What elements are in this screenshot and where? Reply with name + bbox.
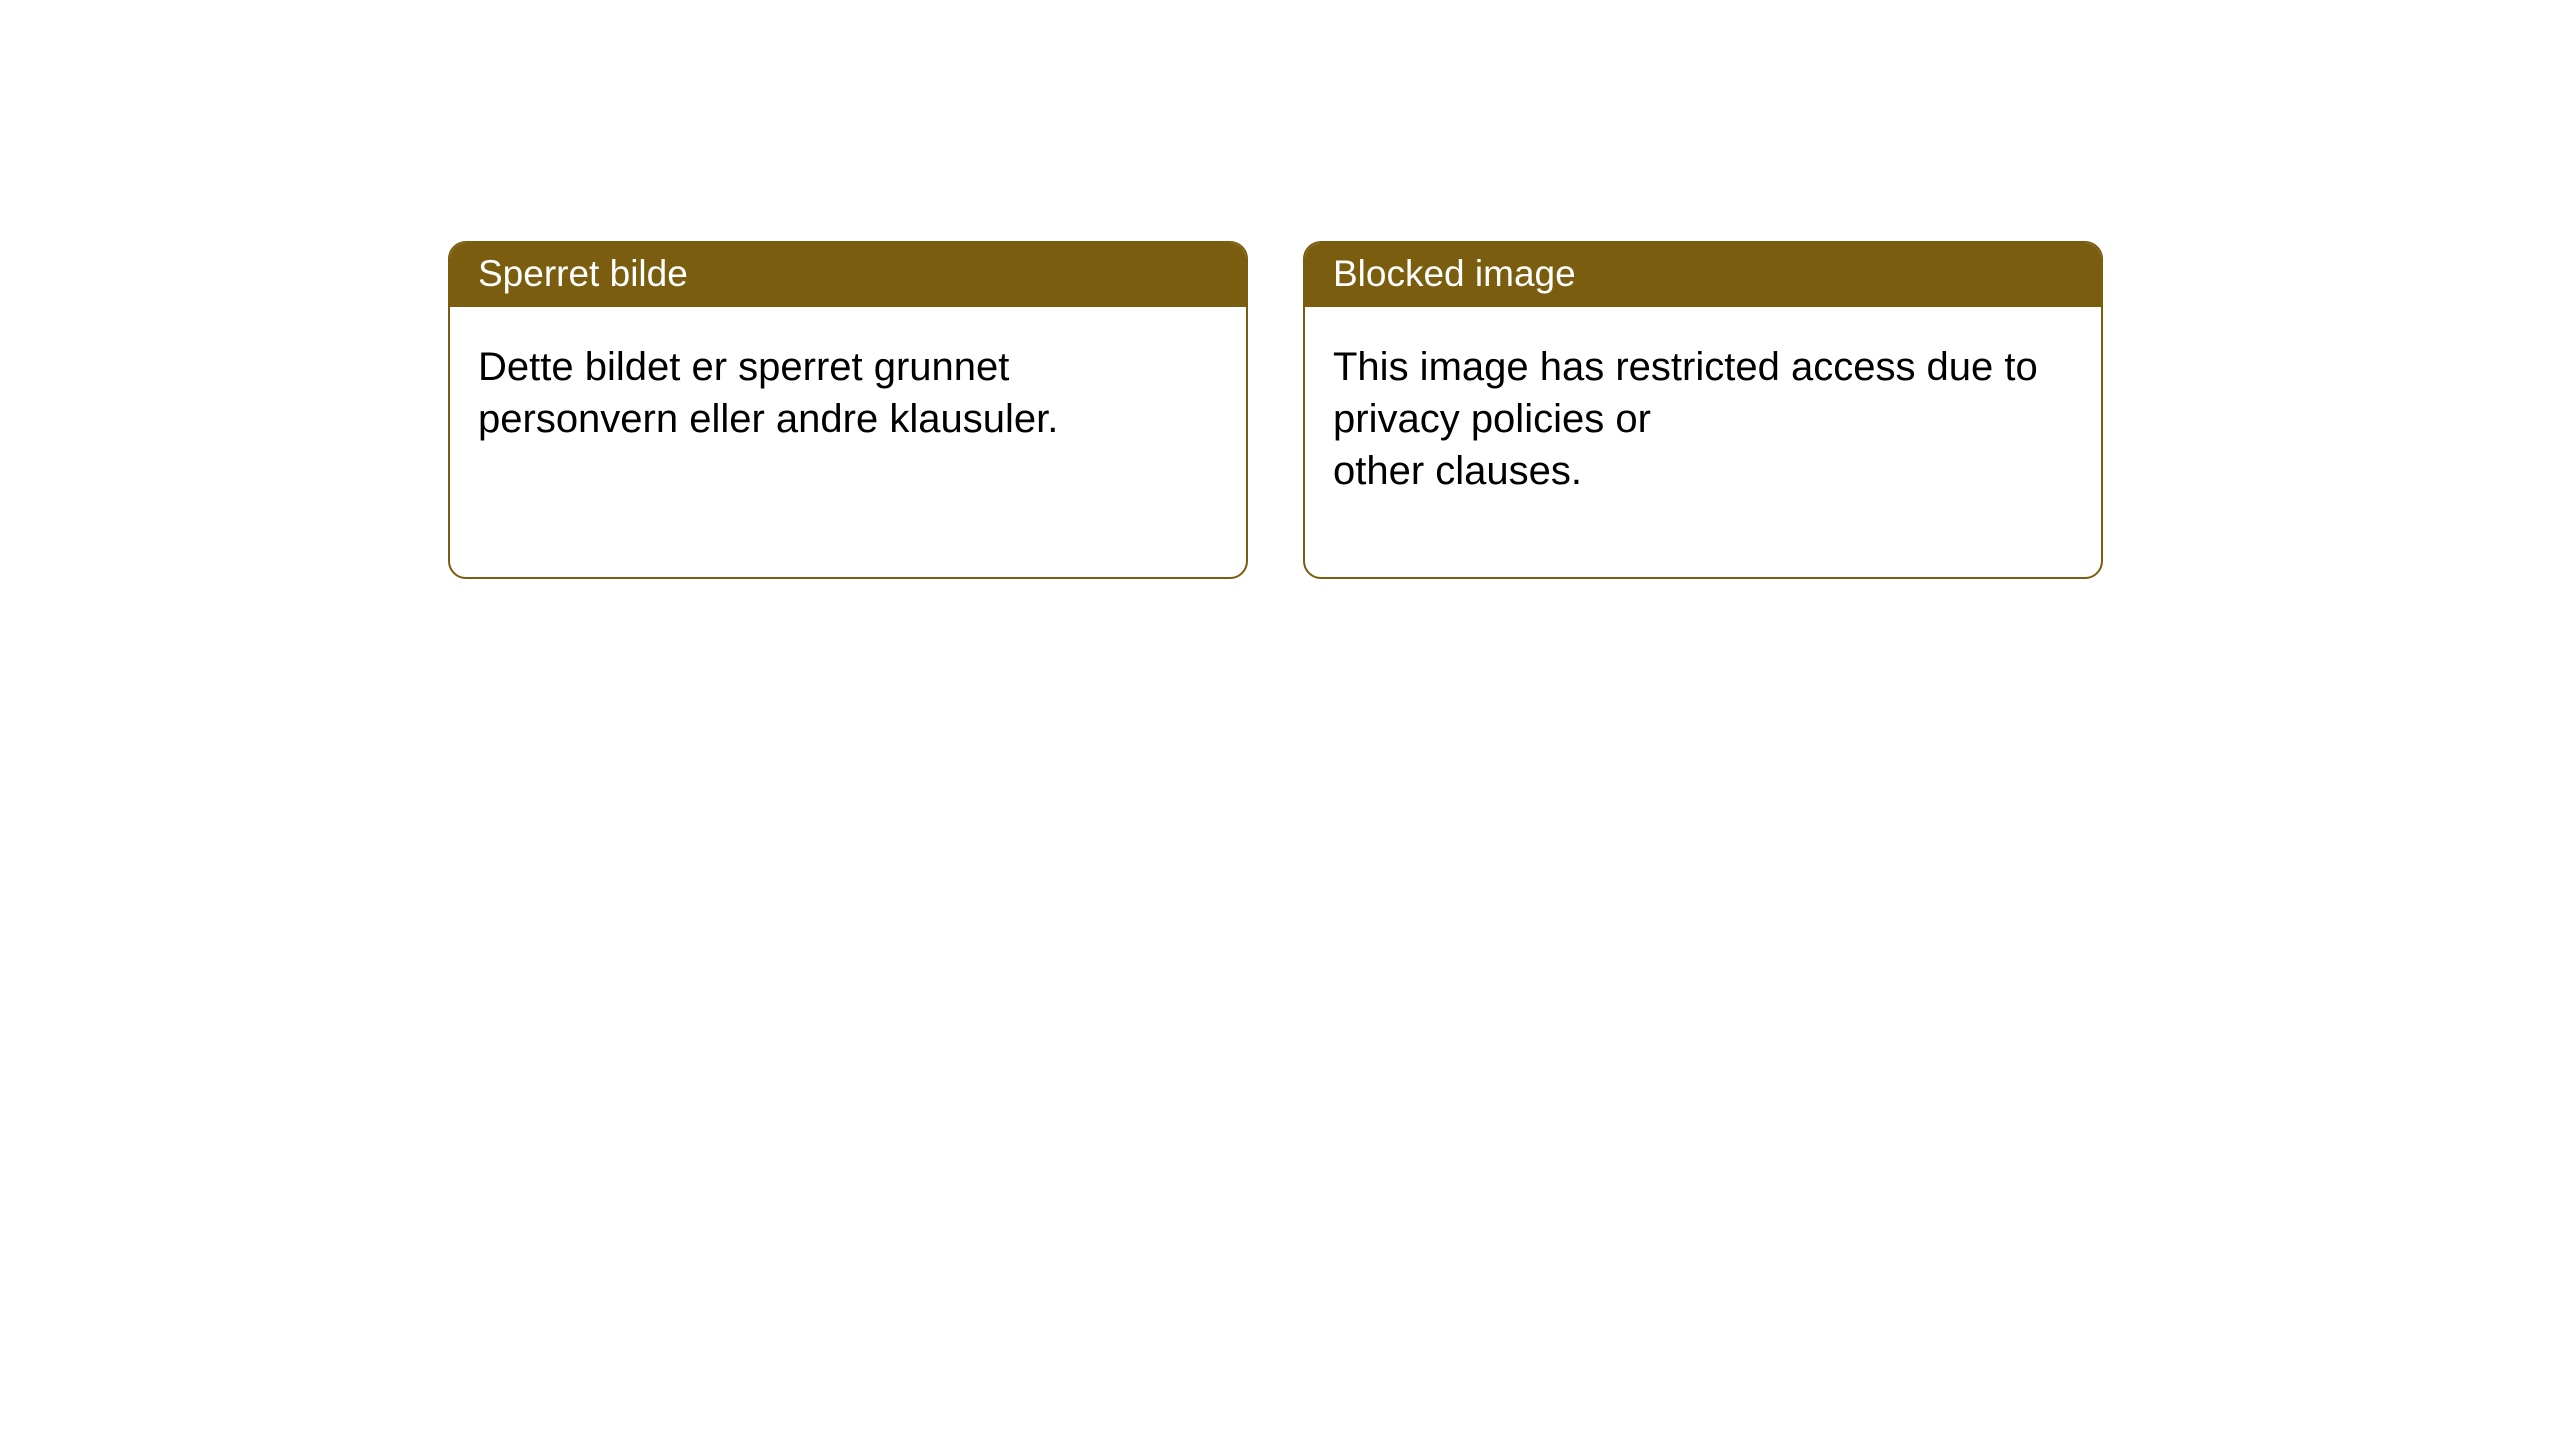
notice-container: Sperret bilde Dette bildet er sperret gr… bbox=[448, 241, 2103, 579]
notice-body: Dette bildet er sperret grunnet personve… bbox=[450, 307, 1246, 525]
notice-body: This image has restricted access due to … bbox=[1305, 307, 2101, 577]
notice-card-english: Blocked image This image has restricted … bbox=[1303, 241, 2103, 579]
notice-card-norwegian: Sperret bilde Dette bildet er sperret gr… bbox=[448, 241, 1248, 579]
notice-header: Sperret bilde bbox=[450, 243, 1246, 307]
notice-header: Blocked image bbox=[1305, 243, 2101, 307]
